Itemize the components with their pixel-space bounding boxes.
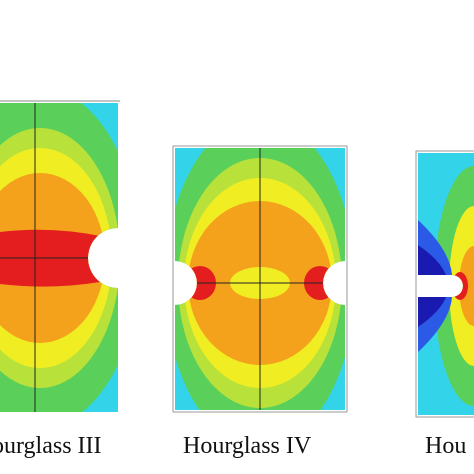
contour-plot-5 [418, 153, 474, 415]
panel-label: Hou [425, 433, 466, 459]
contour-plot-3 [0, 103, 118, 412]
panel-label: ourglass III [0, 433, 102, 459]
contour-plot-4 [175, 148, 345, 410]
panel-label: Hourglass IV [183, 433, 312, 459]
